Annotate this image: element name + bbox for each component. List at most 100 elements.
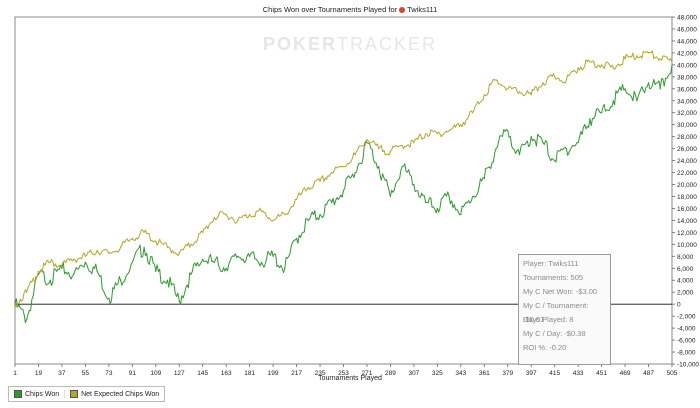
data-point-chips-won [354, 171, 356, 174]
data-point-net-expected [295, 198, 298, 201]
y-tick-label: 16,000 [677, 206, 697, 213]
x-tick-label: 19 [35, 370, 43, 377]
stat-per-day: My C / Day: -$0.38 [523, 329, 586, 338]
y-tick-label: 24,000 [677, 158, 697, 165]
chart-title-player: Twiks111 [407, 5, 438, 14]
data-point-net-expected [166, 246, 169, 248]
y-tick-label: 18,000 [677, 194, 697, 201]
y-tick-label: 6,000 [677, 266, 694, 273]
stat-days-played: Days Played: 8 [523, 315, 574, 324]
data-point-net-expected [108, 252, 110, 254]
x-tick-label: 217 [291, 370, 302, 377]
data-point-chips-won [61, 267, 63, 269]
data-point-net-expected [119, 246, 122, 248]
data-point-net-expected [143, 231, 145, 233]
y-tick-label: 32,000 [677, 110, 697, 117]
y-tick-label: -4,000 [677, 326, 696, 333]
x-tick-label: 469 [620, 370, 631, 377]
y-tick-label: 4,000 [677, 278, 694, 285]
x-tick-label: 307 [408, 370, 419, 377]
data-point-chips-won [471, 195, 474, 198]
x-tick-label: 163 [221, 370, 232, 377]
chart-title: Chips Won over Tournaments Played for Twi… [0, 5, 700, 14]
y-tick-label: 2,000 [677, 290, 694, 297]
data-point-net-expected [378, 148, 380, 150]
data-point-net-expected [647, 52, 650, 54]
y-tick-label: 28,000 [677, 134, 697, 141]
data-point-chips-won [202, 258, 204, 260]
legend-item-chips-won[interactable]: Chips Won [9, 390, 64, 398]
data-point-chips-won [108, 297, 110, 299]
data-point-chips-won [84, 261, 86, 263]
x-tick-label: 451 [596, 370, 607, 377]
data-point-chips-won [26, 318, 28, 320]
data-point-chips-won [96, 270, 98, 272]
x-tick-label: 91 [129, 370, 137, 377]
stats-box: Player: Twiks111 Tournaments: 505 My C N… [518, 254, 611, 365]
legend-label-net-expected: Net Expected Chips Won [81, 390, 160, 398]
pokerstars-flag-icon [399, 7, 406, 13]
legend: Chips Won Net Expected Chips Won [8, 386, 166, 402]
data-point-chips-won [178, 300, 180, 302]
data-point-net-expected [307, 186, 309, 189]
data-point-chips-won [237, 255, 239, 257]
data-point-chips-won [143, 246, 145, 248]
x-tick-label: 1 [13, 370, 17, 377]
data-point-chips-won [507, 130, 509, 132]
data-point-chips-won [612, 100, 614, 102]
data-point-net-expected [495, 79, 497, 81]
data-point-net-expected [659, 58, 661, 60]
data-point-net-expected [413, 142, 415, 144]
x-tick-label: 433 [573, 370, 584, 377]
y-tick-label: 26,000 [677, 146, 697, 153]
watermark-bold: POKER [262, 34, 337, 54]
y-tick-label: 12,000 [677, 230, 697, 237]
y-tick-label: -2,000 [677, 314, 696, 321]
data-point-net-expected [624, 58, 626, 60]
data-point-net-expected [401, 145, 403, 147]
chart-title-prefix: Chips Won over Tournaments Played for [262, 5, 398, 14]
data-point-net-expected [155, 240, 157, 242]
data-point-net-expected [202, 231, 204, 233]
data-point-net-expected [319, 180, 321, 183]
data-point-chips-won [530, 136, 532, 138]
data-point-chips-won [636, 100, 638, 102]
data-point-chips-won [565, 148, 568, 150]
data-point-net-expected [483, 94, 485, 96]
data-point-chips-won [342, 189, 345, 192]
x-tick-label: 343 [455, 370, 466, 377]
legend-item-net-expected[interactable]: Net Expected Chips Won [64, 390, 164, 398]
data-point-chips-won [624, 88, 626, 90]
data-point-net-expected [389, 151, 392, 153]
data-point-chips-won [225, 267, 227, 269]
x-tick-label: 325 [432, 370, 443, 377]
x-tick-label: 145 [197, 370, 208, 377]
data-point-net-expected [260, 210, 262, 213]
data-point-net-expected [601, 64, 603, 66]
y-tick-label: 14,000 [677, 218, 697, 225]
data-point-net-expected [61, 264, 63, 266]
legend-swatch-net-expected [70, 390, 79, 398]
x-tick-label: 271 [362, 370, 373, 377]
data-point-chips-won [166, 279, 169, 281]
data-point-net-expected [49, 261, 51, 263]
y-tick-label: 42,000 [677, 50, 697, 57]
x-tick-label: 487 [643, 370, 654, 377]
data-point-chips-won [460, 213, 462, 216]
y-tick-label: 0 [677, 302, 681, 309]
data-point-chips-won [425, 201, 427, 204]
data-point-chips-won [272, 255, 274, 257]
data-point-chips-won [448, 195, 450, 198]
legend-swatch-chips-won [14, 390, 22, 398]
data-point-chips-won [260, 261, 262, 263]
data-point-chips-won [589, 118, 591, 120]
y-tick-label: 38,000 [677, 74, 697, 81]
data-point-net-expected [284, 213, 286, 216]
x-tick-label: 199 [268, 370, 279, 377]
y-tick-label: 10,000 [677, 242, 697, 249]
data-point-chips-won [577, 142, 579, 144]
data-point-chips-won [389, 195, 392, 198]
data-point-chips-won [413, 183, 415, 186]
data-point-chips-won [554, 159, 556, 162]
